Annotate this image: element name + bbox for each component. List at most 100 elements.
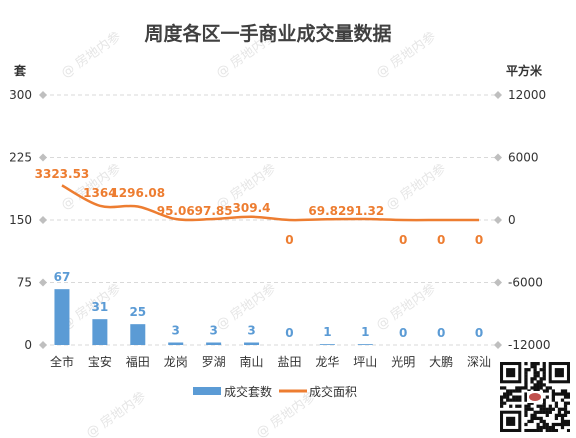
qr-module bbox=[536, 383, 540, 387]
qr-module bbox=[500, 398, 504, 402]
line-data-label: 0 bbox=[285, 233, 293, 247]
qr-module bbox=[536, 425, 540, 430]
qr-module bbox=[563, 422, 568, 427]
watermark-text: @ 房地内参 bbox=[83, 389, 149, 438]
qr-module bbox=[563, 404, 568, 408]
qr-module bbox=[560, 389, 565, 393]
qr-module bbox=[539, 416, 543, 421]
chart-title: 周度各区一手商业成交量数据 bbox=[144, 22, 391, 45]
qr-module bbox=[524, 407, 528, 411]
qr-module bbox=[560, 398, 565, 402]
qr-module bbox=[536, 428, 540, 433]
qr-module bbox=[542, 410, 546, 414]
bar bbox=[357, 344, 373, 345]
qr-module bbox=[560, 419, 565, 424]
qr-module bbox=[506, 395, 510, 399]
qr-module bbox=[509, 392, 513, 396]
qr-module bbox=[533, 362, 537, 366]
qr-module bbox=[530, 413, 534, 417]
qr-module bbox=[542, 374, 546, 378]
qr-module bbox=[530, 377, 534, 381]
watermark-text: @ 房地内参 bbox=[383, 161, 449, 214]
qr-module bbox=[530, 416, 534, 421]
qr-module bbox=[539, 407, 543, 411]
qr-module bbox=[563, 401, 568, 405]
right-axis-unit: 平方米 bbox=[506, 63, 543, 78]
qr-module bbox=[512, 398, 516, 402]
qr-module bbox=[542, 383, 546, 387]
qr-module bbox=[542, 419, 546, 424]
left-tick-marker bbox=[39, 341, 47, 349]
qr-module bbox=[524, 395, 528, 399]
category-label: 罗湖 bbox=[202, 354, 226, 369]
qr-module bbox=[500, 395, 504, 399]
qr-module bbox=[545, 413, 549, 417]
bar bbox=[319, 344, 335, 345]
legend: 成交套数 成交面积 bbox=[193, 384, 357, 399]
qr-module bbox=[563, 392, 568, 396]
left-tick-label: 0 bbox=[24, 338, 32, 352]
bar-data-label: 0 bbox=[399, 326, 407, 340]
qr-module bbox=[560, 392, 565, 396]
left-tick-label: 225 bbox=[9, 151, 32, 165]
qr-module bbox=[560, 407, 565, 411]
qr-module bbox=[509, 404, 513, 408]
qr-module bbox=[527, 401, 531, 405]
series-line bbox=[61, 184, 480, 222]
qr-module bbox=[533, 374, 537, 378]
right-tick-marker bbox=[494, 91, 502, 99]
category-label: 福田 bbox=[126, 354, 150, 369]
qr-module bbox=[545, 410, 549, 414]
qr-module bbox=[509, 389, 513, 393]
qr-module bbox=[551, 422, 555, 427]
bar-data-label: 0 bbox=[475, 326, 483, 340]
qr-module bbox=[518, 395, 522, 399]
qr-module bbox=[524, 392, 528, 396]
qr-module bbox=[530, 419, 534, 424]
qr-module bbox=[524, 371, 528, 375]
qr-module bbox=[539, 410, 543, 414]
category-label: 深汕 bbox=[467, 355, 491, 369]
category-label: 南山 bbox=[240, 354, 264, 369]
category-label: 大鹏 bbox=[429, 355, 453, 369]
qr-module bbox=[533, 383, 537, 387]
qr-module bbox=[518, 389, 522, 393]
qr-module bbox=[530, 428, 534, 433]
bar-data-label: 3 bbox=[172, 324, 180, 338]
category-label: 坪山 bbox=[353, 355, 377, 369]
line-data-label: 1296.08 bbox=[110, 186, 165, 200]
qr-module bbox=[524, 398, 528, 402]
qr-module bbox=[566, 395, 571, 399]
qr-module bbox=[566, 428, 571, 433]
legend-bar-label: 成交套数 bbox=[224, 384, 272, 399]
bar-data-label: 3 bbox=[209, 324, 217, 338]
left-tick-marker bbox=[39, 153, 47, 162]
qr-logo-icon bbox=[529, 393, 541, 401]
bar-data-label: 0 bbox=[285, 326, 293, 340]
qr-module bbox=[539, 377, 543, 381]
qr-module bbox=[563, 407, 568, 411]
legend-line-label: 成交面积 bbox=[309, 384, 357, 399]
bar-data-label: 1 bbox=[361, 325, 369, 339]
qr-module bbox=[536, 410, 540, 414]
qr-module bbox=[566, 419, 571, 424]
qr-module bbox=[548, 425, 552, 430]
qr-module bbox=[524, 380, 528, 384]
left-tick-label: 75 bbox=[17, 276, 32, 290]
qr-module bbox=[539, 383, 543, 387]
qr-module bbox=[542, 377, 546, 381]
qr-module bbox=[542, 401, 546, 405]
qr-module bbox=[563, 419, 568, 424]
qr-module bbox=[566, 422, 571, 427]
qr-module bbox=[554, 416, 559, 421]
qr-module bbox=[548, 407, 552, 411]
bar bbox=[130, 324, 146, 345]
qr-module bbox=[524, 386, 528, 390]
qr-module bbox=[506, 398, 510, 402]
qr-module bbox=[512, 395, 516, 399]
qr-module bbox=[527, 428, 531, 433]
line-data-label: 0 bbox=[475, 233, 483, 247]
qr-module bbox=[536, 380, 540, 384]
qr-module bbox=[524, 374, 528, 378]
